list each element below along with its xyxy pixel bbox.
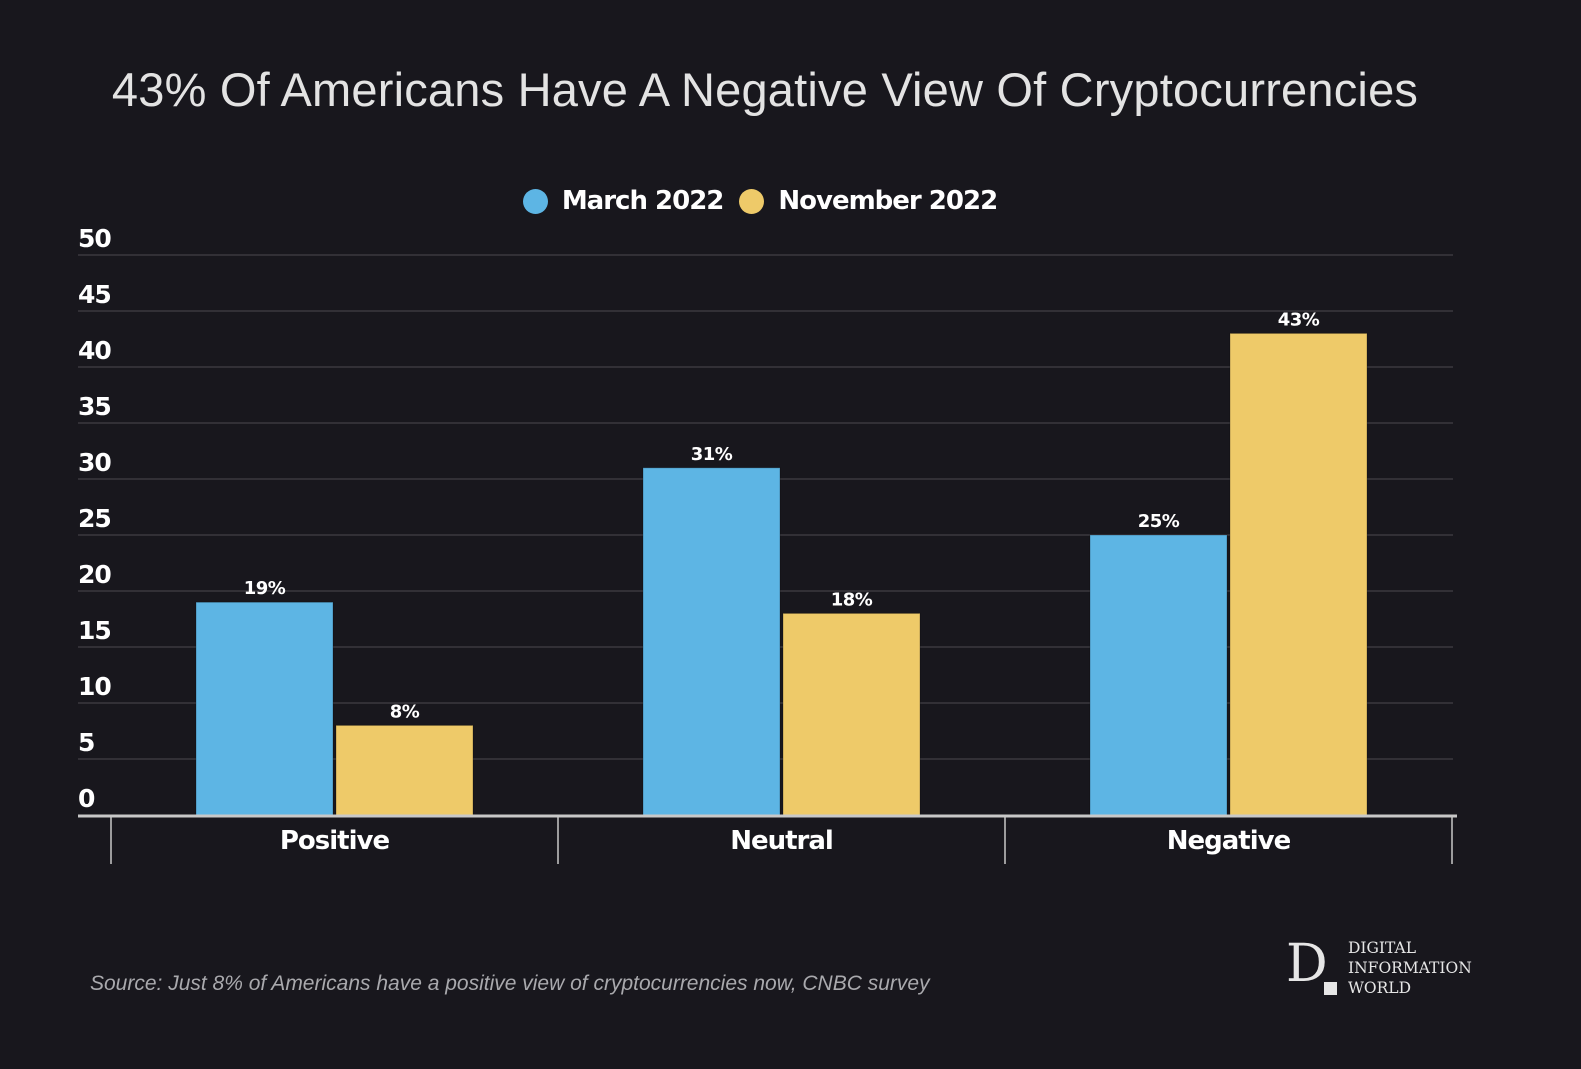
- y-tick-label: 10: [78, 672, 111, 701]
- bar-november-2022: [1229, 332, 1368, 816]
- x-category-label: Neutral: [730, 826, 833, 856]
- logo-letter: D: [1286, 934, 1328, 994]
- data-label: 43%: [1278, 309, 1320, 330]
- logo-line: DIGITAL: [1348, 939, 1417, 957]
- y-tick-label: 20: [78, 560, 111, 589]
- chart-legend: March 2022 November 2022: [0, 186, 1520, 216]
- legend-item-march-2022: March 2022: [522, 186, 725, 216]
- legend-label: March 2022: [561, 186, 725, 216]
- data-label: 8%: [390, 701, 420, 722]
- y-tick-label: 5: [78, 728, 94, 757]
- brand-logo: D DIGITAL INFORMATION WORLD: [1286, 938, 1472, 998]
- logo-text: DIGITAL INFORMATION WORLD: [1348, 938, 1472, 998]
- legend-item-november-2022: November 2022: [739, 186, 998, 216]
- y-tick-label: 35: [78, 392, 111, 421]
- source-note: Source: Just 8% of Americans have a posi…: [90, 972, 930, 995]
- y-tick-label: 15: [78, 616, 111, 645]
- y-tick-label: 0: [78, 784, 95, 813]
- data-label: 25%: [1138, 511, 1180, 532]
- data-label: 31%: [691, 444, 733, 465]
- logo-mark: D: [1286, 938, 1337, 995]
- bar-november-2022: [335, 724, 474, 816]
- legend-label: November 2022: [778, 186, 998, 216]
- logo-square-icon: [1324, 982, 1337, 995]
- bar-march-2022: [642, 467, 781, 816]
- y-tick-label: 40: [78, 336, 111, 365]
- chart-title: 43% Of Americans Have A Negative View Of…: [111, 63, 1419, 116]
- logo-line: INFORMATION: [1348, 959, 1472, 977]
- bar-march-2022: [195, 601, 334, 816]
- x-category-label: Positive: [280, 826, 390, 856]
- bar-march-2022: [1089, 534, 1228, 816]
- data-label: 19%: [244, 578, 286, 599]
- y-tick-label: 25: [78, 504, 111, 533]
- legend-swatch-november-2022: [739, 188, 765, 214]
- y-tick-label: 50: [78, 224, 111, 253]
- y-tick-label: 30: [78, 448, 111, 477]
- legend-swatch-march-2022: [522, 188, 548, 214]
- bar-november-2022: [782, 612, 921, 816]
- logo-line: WORLD: [1348, 979, 1412, 997]
- y-tick-label: 45: [78, 280, 111, 309]
- data-label: 18%: [831, 589, 873, 610]
- x-category-label: Negative: [1167, 826, 1291, 856]
